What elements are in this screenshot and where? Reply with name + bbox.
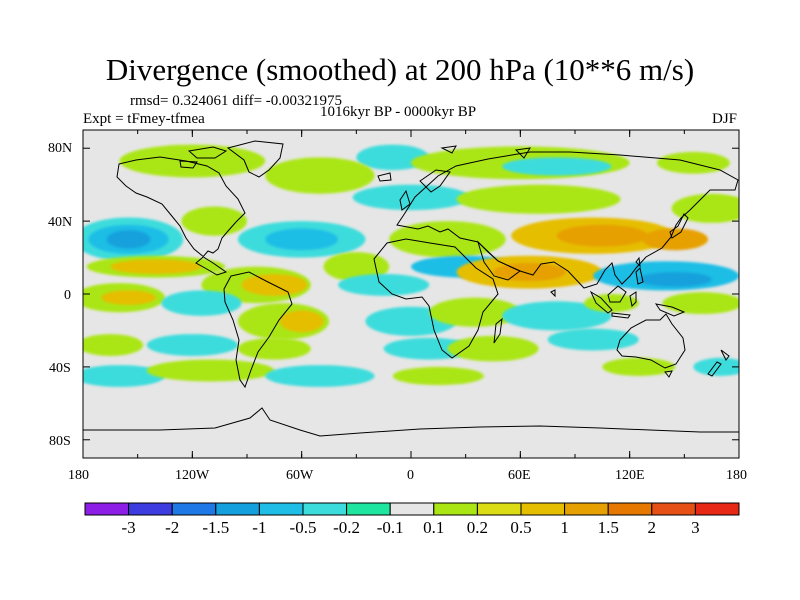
field-contour xyxy=(265,365,375,387)
lon-tick-label: 120W xyxy=(175,468,210,483)
colorbar-swatch xyxy=(433,502,478,516)
field-contour xyxy=(657,151,730,174)
lat-tick-label: 0 xyxy=(64,288,71,303)
field-contour xyxy=(389,221,506,258)
colorbar-label: -0.2 xyxy=(333,518,361,537)
field-contour xyxy=(237,337,311,360)
field-contour xyxy=(161,290,242,316)
period-label: 1016kyr BP - 0000kyr BP xyxy=(320,104,477,120)
colorbar-label: -3 xyxy=(121,518,136,537)
field-contour xyxy=(265,157,375,194)
field-contour xyxy=(146,334,238,356)
field-contour xyxy=(83,365,165,387)
colorbar-label: 2 xyxy=(647,518,657,537)
field-contour xyxy=(638,272,712,287)
lon-tick-label: 60W xyxy=(286,468,314,483)
lon-tick-label: 180 xyxy=(68,468,89,483)
colorbar-swatch xyxy=(171,502,217,516)
field-contour xyxy=(602,357,676,376)
lon-tick-label: 60E xyxy=(508,468,531,483)
colorbar-swatch xyxy=(346,502,391,516)
field-contour xyxy=(356,144,430,171)
stats-line: rmsd= 0.324061 diff= -0.00321975 xyxy=(130,93,343,109)
field-contour xyxy=(671,193,739,223)
field-contour xyxy=(502,301,612,331)
season-label: DJF xyxy=(712,111,738,127)
colorbar-label: -0.1 xyxy=(376,518,404,537)
field-contour xyxy=(493,263,566,282)
field-contour xyxy=(106,230,151,249)
colorbar-swatch xyxy=(258,502,304,516)
colorbar-swatch xyxy=(128,502,173,516)
colorbar-swatch xyxy=(476,502,522,516)
field-contour xyxy=(662,292,739,315)
colorbar-label: 0.2 xyxy=(466,518,489,537)
colorbar-label: 3 xyxy=(691,518,700,537)
field-contour xyxy=(338,273,430,296)
experiment-label: Expt = tFmey-tfmea xyxy=(83,111,205,127)
axis-ticks xyxy=(82,130,740,458)
colorbar-label: -2 xyxy=(165,518,180,537)
field-contour xyxy=(642,228,709,251)
lat-tick-label: 80S xyxy=(49,434,71,449)
field-contour xyxy=(547,328,639,351)
coastlines xyxy=(83,140,739,437)
field-contour xyxy=(146,359,275,382)
lat-tick-label: 80N xyxy=(48,141,73,156)
lon-tick-label: 180 xyxy=(726,468,747,483)
lon-tick-label: 0 xyxy=(407,468,414,483)
colorbar-swatch xyxy=(520,502,566,516)
colorbar xyxy=(84,502,740,516)
colorbar-swatch xyxy=(607,502,653,516)
field-contour xyxy=(392,366,484,386)
lat-tick-label: 40N xyxy=(48,215,73,230)
field-contour xyxy=(556,224,648,247)
colorbar-swatch xyxy=(215,502,260,516)
field-contour xyxy=(119,144,266,178)
field-contour xyxy=(110,259,202,274)
field-contour xyxy=(265,228,339,251)
colorbar-label: 1 xyxy=(560,518,569,537)
field-contour xyxy=(352,184,470,211)
field-contour xyxy=(429,297,521,327)
divergence-field xyxy=(83,144,739,387)
field-contour xyxy=(279,310,324,333)
field-contour xyxy=(447,335,539,362)
colorbar-swatch xyxy=(564,502,609,516)
lat-tick-label: 40S xyxy=(49,361,71,376)
field-contour xyxy=(101,290,156,305)
colorbar-label: -1.5 xyxy=(202,518,230,537)
field-contour xyxy=(83,334,144,356)
field-contour xyxy=(693,357,739,376)
colorbar-swatch xyxy=(84,502,130,516)
field-contour xyxy=(502,157,612,176)
field-contour xyxy=(584,294,639,313)
colorbar-swatch xyxy=(651,502,696,516)
colorbar-label: 0.1 xyxy=(423,518,445,537)
colorbar-swatch xyxy=(302,502,348,516)
colorbar-label: 1.5 xyxy=(597,518,619,537)
chart-title: Divergence (smoothed) at 200 hPa (10**6 … xyxy=(105,52,695,87)
field-contour xyxy=(456,184,621,214)
colorbar-label: -0.5 xyxy=(289,518,317,537)
lon-tick-label: 120E xyxy=(615,468,645,483)
colorbar-swatch xyxy=(389,502,435,516)
colorbar-label: 0.5 xyxy=(510,518,532,537)
colorbar-label: -1 xyxy=(252,518,267,537)
field-contour xyxy=(323,252,390,282)
colorbar-swatch xyxy=(694,502,740,516)
